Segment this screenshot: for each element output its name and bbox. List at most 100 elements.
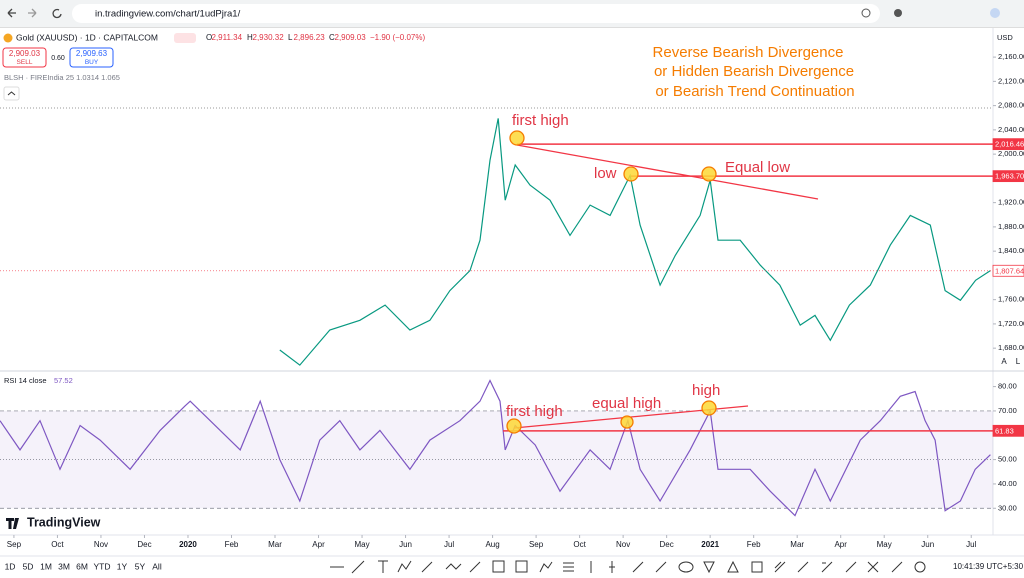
x-tick-label: Mar [790, 540, 804, 549]
range-button[interactable]: YTD [94, 561, 111, 571]
annotation[interactable]: first high [512, 112, 569, 129]
tool-icon[interactable] [751, 561, 763, 573]
series-line [279, 118, 991, 366]
marker-circle[interactable] [506, 418, 522, 434]
annotation[interactable]: low [594, 165, 617, 182]
y-tick-label: 2,120.00 [998, 76, 1024, 85]
tool-icon[interactable] [727, 560, 739, 573]
y-tick-label: 2,080.00 [998, 101, 1024, 110]
ohlc-key: L [288, 33, 293, 42]
y-tick-label: 30.00 [998, 503, 1017, 512]
x-tick-label: Apr [312, 540, 325, 549]
x-tick-label: Jun [921, 540, 934, 549]
auto-button[interactable]: A [1001, 357, 1007, 366]
ohlc-key: C [329, 33, 335, 42]
back-button[interactable] [7, 8, 16, 18]
ohlc-key: O [206, 33, 212, 42]
currency: USD [997, 33, 1013, 42]
tool-icon[interactable] [469, 561, 481, 573]
x-tick-label: Jul [966, 540, 976, 549]
bookmark-icon[interactable] [861, 8, 871, 18]
tool-icon[interactable] [891, 561, 903, 573]
forward-button[interactable] [28, 8, 37, 18]
tool-icon[interactable] [678, 561, 694, 573]
log-button[interactable]: L [1016, 357, 1021, 366]
tool-icon[interactable] [774, 561, 786, 573]
annotation[interactable]: or Hidden Bearish Divergence [654, 63, 854, 80]
price-label-box [992, 264, 1024, 277]
indicator-value: 57.52 [54, 376, 73, 385]
annotation[interactable]: high [692, 382, 720, 399]
annotation[interactable]: or Bearish Trend Continuation [655, 83, 854, 100]
y-tick-label: 1,680.00 [998, 343, 1024, 352]
range-button[interactable]: 6M [76, 561, 88, 571]
clock: 10:41:39 UTC+5:30 [953, 562, 1024, 571]
tool-icon[interactable] [821, 561, 833, 573]
tool-icon[interactable] [378, 560, 388, 573]
tool-icon[interactable] [703, 561, 715, 574]
ohlc-key: H [247, 33, 253, 42]
tool-icon[interactable] [632, 561, 644, 573]
ohlc-value: 2,930.32 [253, 33, 285, 42]
tool-icon[interactable] [492, 560, 505, 573]
x-tick-label: Aug [485, 540, 499, 549]
x-tick-label: May [877, 540, 892, 549]
tool-icon[interactable] [845, 561, 857, 573]
tool-icon[interactable] [867, 561, 879, 573]
annotation[interactable]: first high [506, 403, 563, 420]
price-scale [993, 28, 1024, 558]
marker-circle[interactable] [620, 415, 634, 429]
buy-label: BUY [85, 59, 99, 66]
marker-circle[interactable] [701, 400, 717, 416]
tool-icon[interactable] [445, 563, 462, 570]
x-tick-label: Dec [137, 540, 151, 549]
tool-icon[interactable] [563, 562, 574, 572]
extension-icon[interactable] [894, 9, 902, 17]
buy-button[interactable] [69, 47, 114, 68]
address-bar[interactable] [72, 4, 880, 23]
annotation[interactable]: Equal low [725, 159, 790, 176]
tool-icon[interactable] [421, 561, 433, 573]
collapse-button[interactable] [3, 86, 20, 101]
tool-icon[interactable] [515, 560, 528, 573]
sell-price: 2,909.03 [9, 49, 41, 58]
price-label: 1,807.64 [995, 266, 1024, 275]
y-tick-label: 1,840.00 [998, 246, 1024, 255]
range-button[interactable]: 1D [5, 561, 16, 571]
y-tick-label: 1,880.00 [998, 222, 1024, 231]
tool-icon[interactable] [797, 561, 809, 573]
symbol[interactable]: Gold (XAUUSD) · 1D · CAPITALCOM [16, 32, 158, 42]
annotation[interactable]: Reverse Bearish Divergence [653, 44, 844, 61]
tool-icon[interactable] [351, 560, 365, 574]
collapse-icon [7, 91, 16, 96]
range-button[interactable]: 1Y [117, 561, 128, 571]
sell-button[interactable] [2, 47, 47, 68]
y-tick-label: 2,000.00 [998, 149, 1024, 158]
range-button[interactable]: 1M [40, 561, 52, 571]
annotation[interactable]: equal high [592, 395, 661, 412]
range-button[interactable]: All [152, 561, 162, 571]
x-tick-label: Nov [94, 540, 108, 549]
y-tick-label: 1,920.00 [998, 198, 1024, 207]
divider [0, 27, 1024, 28]
x-tick-label: Feb [225, 540, 239, 549]
tool-icon[interactable] [539, 561, 553, 573]
x-tick-label: Apr [834, 540, 847, 549]
range-button[interactable]: 3M [58, 561, 70, 571]
tool-icon[interactable] [914, 561, 926, 573]
range-button[interactable]: 5D [23, 561, 34, 571]
tool-icon[interactable] [397, 560, 412, 573]
reload-button[interactable] [52, 8, 62, 19]
marker-circle[interactable] [509, 130, 525, 146]
logo[interactable]: TradingView [27, 515, 101, 529]
y-tick-label: 2,160.00 [998, 52, 1024, 61]
y-tick-label: 40.00 [998, 479, 1017, 488]
marker-circle[interactable] [623, 166, 639, 182]
pill[interactable] [174, 33, 196, 43]
range-button[interactable]: 5Y [135, 561, 146, 571]
profile-icon[interactable] [990, 8, 1000, 18]
marker-circle[interactable] [701, 166, 717, 182]
tool-icon[interactable] [655, 561, 667, 573]
trend-line[interactable] [516, 144, 819, 200]
tool-icon[interactable] [609, 561, 615, 573]
